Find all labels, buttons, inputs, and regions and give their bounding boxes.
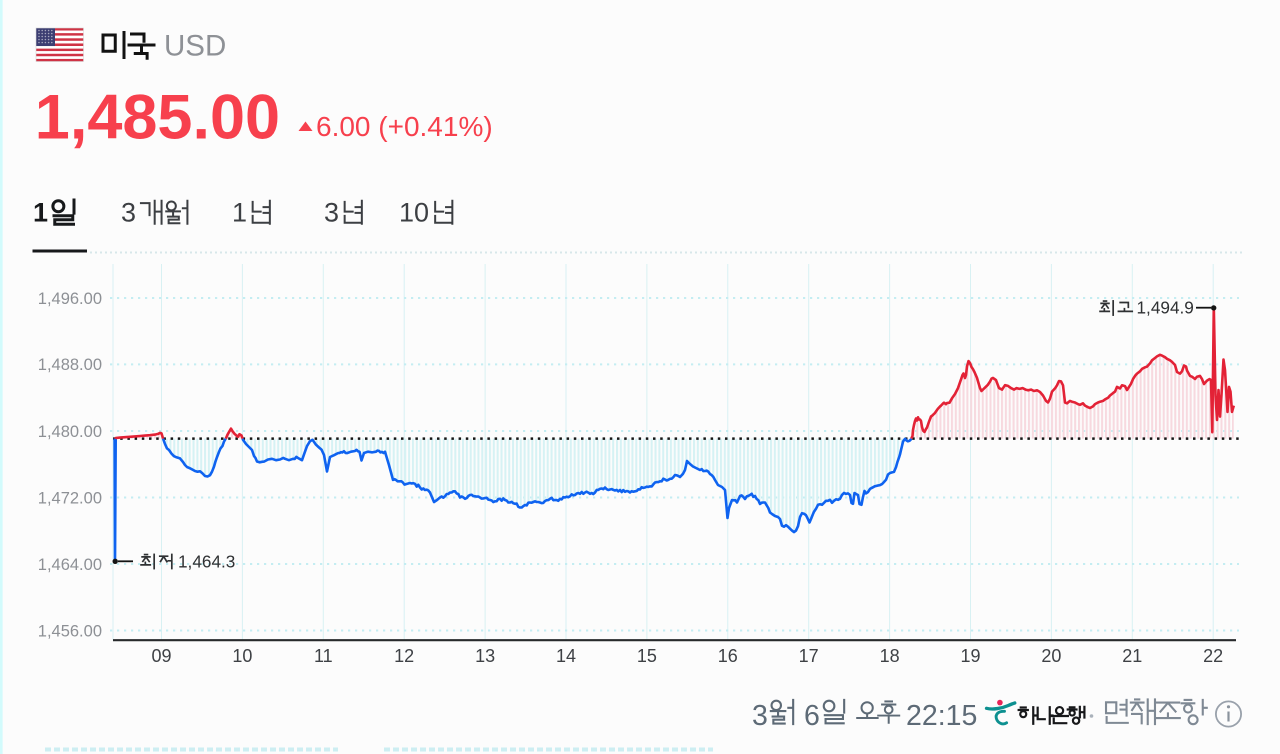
svg-text:18: 18 bbox=[880, 646, 900, 666]
svg-text:1: 1 bbox=[232, 198, 247, 228]
svg-text:1,472.00: 1,472.00 bbox=[38, 489, 102, 507]
svg-text:3: 3 bbox=[324, 198, 339, 228]
svg-text:6.00 (+0.41%): 6.00 (+0.41%) bbox=[316, 111, 493, 142]
svg-text:1,480.00: 1,480.00 bbox=[38, 423, 102, 441]
svg-text:19: 19 bbox=[960, 646, 980, 666]
svg-text:3: 3 bbox=[752, 700, 768, 732]
svg-text:21: 21 bbox=[1122, 646, 1142, 666]
svg-text:13: 13 bbox=[475, 646, 495, 666]
svg-text:09: 09 bbox=[151, 646, 171, 666]
svg-text:1,494.9: 1,494.9 bbox=[1137, 298, 1194, 318]
svg-text:20: 20 bbox=[1041, 646, 1061, 666]
svg-text:15: 15 bbox=[637, 646, 657, 666]
svg-text:10: 10 bbox=[232, 646, 252, 666]
svg-text:1,464.00: 1,464.00 bbox=[38, 556, 102, 574]
svg-text:22:15: 22:15 bbox=[906, 700, 977, 732]
svg-text:12: 12 bbox=[394, 646, 414, 666]
svg-text:3: 3 bbox=[121, 198, 136, 228]
svg-text:11: 11 bbox=[314, 646, 333, 666]
svg-text:16: 16 bbox=[718, 646, 738, 666]
svg-text:1,464.3: 1,464.3 bbox=[178, 551, 235, 571]
svg-text:1: 1 bbox=[33, 198, 48, 228]
svg-text:USD: USD bbox=[164, 30, 226, 63]
svg-text:14: 14 bbox=[556, 646, 576, 666]
svg-text:1,485.00: 1,485.00 bbox=[35, 82, 280, 152]
svg-text:1,496.00: 1,496.00 bbox=[38, 290, 102, 308]
svg-text:6: 6 bbox=[804, 700, 820, 732]
svg-text:10: 10 bbox=[399, 198, 429, 228]
svg-text:22: 22 bbox=[1203, 646, 1223, 666]
svg-text:1,488.00: 1,488.00 bbox=[38, 356, 102, 374]
svg-text:17: 17 bbox=[799, 646, 819, 666]
svg-text:1,456.00: 1,456.00 bbox=[38, 622, 102, 640]
